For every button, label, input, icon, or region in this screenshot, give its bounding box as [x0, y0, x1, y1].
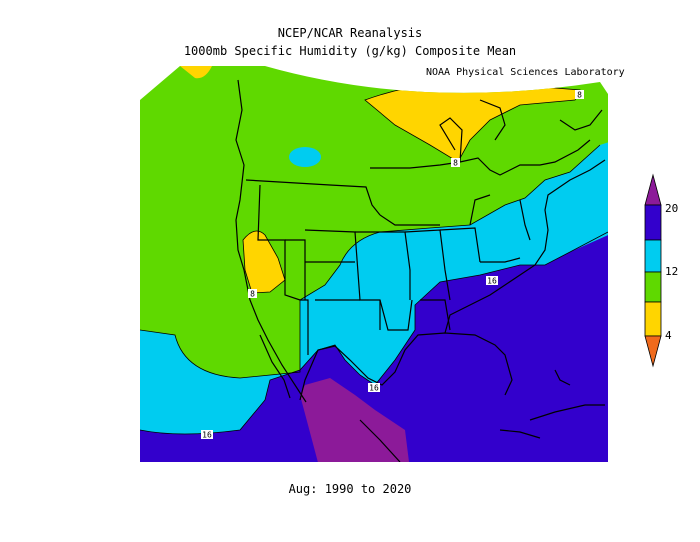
band-4-8-west: [243, 231, 285, 293]
contour-label: 8: [250, 290, 255, 299]
colorbar: [644, 173, 662, 368]
credit-label: NOAA Physical Sciences Laboratory: [426, 67, 625, 78]
colorbar-label-4: 4: [665, 329, 672, 342]
contour-label: 16: [369, 384, 379, 393]
chart-title: NCEP/NCAR Reanalysis: [277, 26, 423, 40]
colorbar-label-20: 20: [665, 202, 679, 215]
band-12-16-pocket: [289, 147, 321, 167]
colorbar-swatch-8-12: [644, 271, 662, 303]
contour-label: 8: [577, 91, 582, 100]
band-4-8-north: [365, 81, 580, 162]
colorbar-top-arrow: [644, 173, 662, 206]
contour-label: 8: [453, 159, 458, 168]
contour-label: 16: [487, 277, 497, 286]
colorbar-swatch-16-20: [644, 204, 662, 241]
band-above-20: [300, 378, 410, 462]
colorbar-bottom-arrow: [644, 335, 662, 368]
band-4-8-nw-corner: [180, 66, 212, 79]
period-label: Aug: 1990 to 2020: [288, 482, 412, 496]
chart-subtitle: 1000mb Specific Humidity (g/kg) Composit…: [183, 44, 517, 58]
contour-label: 16: [202, 431, 212, 440]
colorbar-swatch-4-8: [644, 301, 662, 337]
colorbar-swatch-12-16: [644, 239, 662, 273]
colorbar-label-12: 12: [665, 265, 679, 278]
